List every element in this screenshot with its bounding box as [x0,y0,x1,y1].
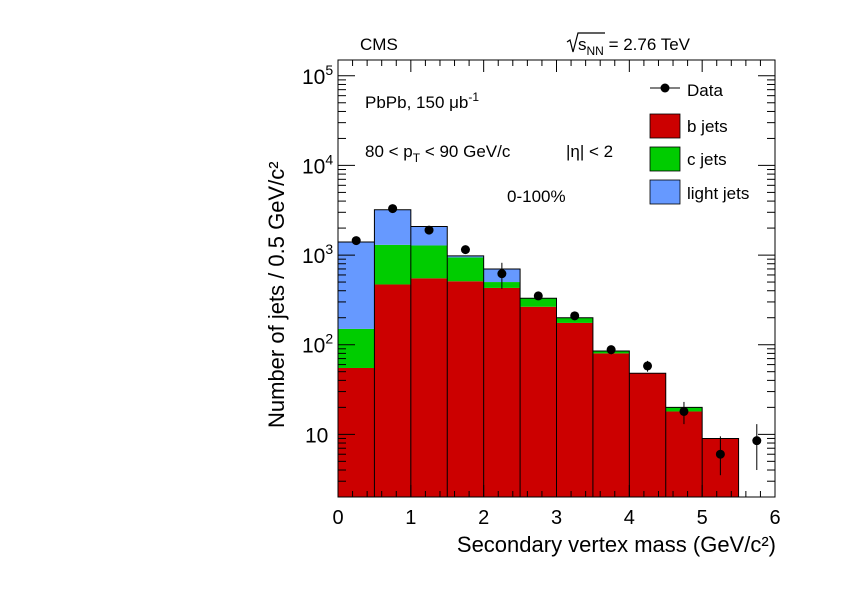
bar-light-jets-0 [338,241,375,329]
data-point-4 [497,269,507,279]
data-point-5 [533,291,543,301]
y-axis-label: Number of jets / 0.5 GeV/c² [264,161,289,428]
x-axis-label: Secondary vertex mass (GeV/c²) [457,532,776,557]
data-point-0 [351,236,361,246]
bar-b-jets-8 [629,373,666,497]
sqrt-symbol [566,32,605,53]
data-point-10 [715,449,725,459]
y-axis: 10 102 103 104 105 [302,62,775,498]
data-point-3 [460,245,470,255]
system-label: PbPb, 150 μb-1 [365,90,479,112]
bar-b-jets-1 [374,284,411,497]
centrality-label: 0-100% [507,187,566,206]
legend-light-jets-label: light jets [687,184,749,203]
bar-b-jets-6 [556,322,593,497]
x-tick-label: 1 [405,507,416,529]
data-point-7 [606,345,616,355]
x-tick-label: 6 [769,507,780,529]
bar-b-jets-5 [520,306,557,497]
bar-c-jets-5 [520,298,557,307]
legend-light-jets-swatch [649,179,681,205]
data-point-1 [388,204,398,214]
x-tick-label: 2 [478,507,489,529]
bar-c-jets-2 [410,245,448,279]
legend-c-jets-swatch [649,146,681,172]
bar-b-jets-0 [338,367,375,497]
bar-c-jets-3 [447,257,484,282]
experiment-label: CMS [360,35,398,54]
pt-range-label: 80 < pT < 90 GeV/c [365,142,511,165]
bar-b-jets-3 [447,281,484,497]
legend-c-jets-label: c jets [687,150,727,169]
bar-b-jets-7 [592,353,630,497]
data-point-6 [570,311,580,321]
data-point-9 [679,406,689,416]
energy-label: sNN = 2.76 TeV [566,32,691,58]
data-points [351,204,762,476]
x-tick-label: 0 [332,507,343,529]
data-point-2 [424,225,434,235]
bar-b-jets-4 [483,287,521,497]
bar-c-jets-1 [374,244,411,285]
y-tick-label: 10 [305,424,328,447]
data-point-8 [643,361,653,371]
y-tick-label: 102 [302,331,333,358]
legend-b-jets-label: b jets [687,117,728,136]
legend-b-jets-swatch [649,113,681,139]
y-tick-label: 104 [302,151,333,178]
bar-light-jets-2 [410,226,448,246]
legend: Data b jets c jets light jets [649,81,749,205]
y-tick-label: 105 [302,62,333,89]
bar-b-jets-2 [410,278,448,497]
bar-light-jets-1 [374,209,411,245]
x-tick-label: 5 [697,507,708,529]
legend-data-marker [660,83,670,93]
data-point-11 [752,436,762,446]
svg-text:sNN = 2.76 TeV: sNN = 2.76 TeV [578,35,691,58]
legend-data-label: Data [687,81,723,100]
histogram-bars [337,209,740,497]
x-tick-label: 3 [551,507,562,529]
bar-b-jets-9 [665,411,703,497]
y-tick-label: 103 [302,241,333,268]
x-tick-label: 4 [624,507,635,529]
bar-light-jets-3 [447,255,484,258]
eta-range-label: |η| < 2 [566,142,613,161]
x-axis: 0 1 2 3 4 5 6 [332,60,781,529]
